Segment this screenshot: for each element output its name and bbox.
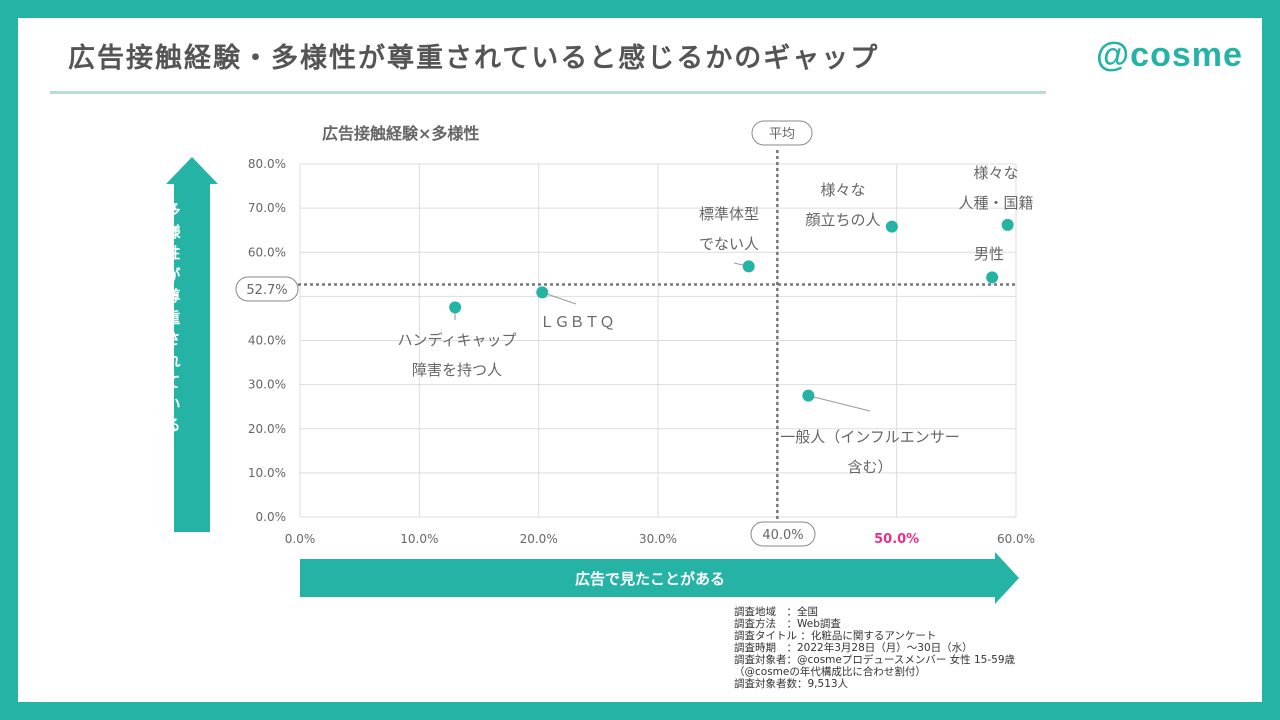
survey-note-line: 調査方法 ：Web調査 <box>734 618 841 630</box>
data-point <box>742 260 755 273</box>
survey-note-line: （@cosmeの年代構成比に合わせ割付） <box>734 666 926 678</box>
y-reference-label: 52.7% <box>246 283 287 298</box>
x-tick-label: 20.0% <box>520 532 558 546</box>
title-divider <box>50 91 1046 94</box>
data-point-label: 様々な <box>973 164 1018 182</box>
data-point-label: 標準体型 <box>699 205 759 223</box>
y-tick-label: 20.0% <box>248 422 286 436</box>
y-axis-arrow <box>166 157 218 532</box>
data-point-label: 様々な <box>820 181 865 199</box>
x-tick-label: 0.0% <box>285 532 316 546</box>
leader-line <box>808 395 871 412</box>
data-point-label: 一般人（インフルエンサー <box>780 428 960 446</box>
survey-note-line: 調査時期 ：2022年3月28日（月）～30日（水） <box>734 642 973 654</box>
survey-notes: 調査地域 ：全国 調査方法 ：Web調査 調査タイトル ：化粧品に関するアンケート調… <box>734 606 1254 690</box>
y-axis-label: 多様性が尊重されている <box>165 201 181 434</box>
data-point-label: でない人 <box>699 235 759 253</box>
x-reference-oval <box>750 521 816 547</box>
y-reference-oval <box>235 276 299 302</box>
data-point-label: 男性 <box>974 245 1004 263</box>
survey-note-line: 調査対象者数：9,513人 <box>734 678 849 690</box>
y-tick-label: 40.0% <box>248 334 286 348</box>
data-point-label: 含む） <box>847 458 892 476</box>
data-point <box>885 220 898 233</box>
y-tick-label: 60.0% <box>248 245 286 259</box>
brand-logo: @cosme <box>1096 36 1243 74</box>
data-point-label: ＬＧＢＴＱ <box>539 313 614 331</box>
data-point-label: ハンディキャップ <box>398 331 517 349</box>
x-tick-label: 50.0% <box>874 532 919 547</box>
x-axis-arrow <box>300 552 1019 604</box>
data-point-label: 人種・国籍 <box>958 194 1033 212</box>
y-tick-label: 10.0% <box>248 466 286 480</box>
data-point <box>986 271 999 284</box>
y-tick-label: 80.0% <box>248 157 286 171</box>
y-tick-label: 30.0% <box>248 378 286 392</box>
x-tick-label: 10.0% <box>400 532 438 546</box>
y-tick-label: 0.0% <box>256 510 287 524</box>
data-point-label: 障害を持つ人 <box>412 361 502 379</box>
average-label: 平均 <box>769 127 795 142</box>
survey-note-line: 調査地域 ：全国 <box>734 606 818 618</box>
data-point <box>536 286 549 299</box>
data-point-label: 顔立ちの人 <box>805 211 880 229</box>
x-tick-label: 30.0% <box>639 532 677 546</box>
x-axis-label: 広告で見たことがある <box>574 570 725 588</box>
data-point <box>449 301 462 314</box>
survey-note-line: 調査対象者：@cosmeプロデュースメンバー 女性 15-59歳 <box>734 654 1016 666</box>
x-reference-label: 40.0% <box>762 528 803 543</box>
x-tick-label: 60.0% <box>997 532 1035 546</box>
data-point <box>802 389 815 402</box>
data-point <box>1001 218 1014 231</box>
y-tick-label: 70.0% <box>248 201 286 215</box>
average-label-oval <box>751 120 813 146</box>
survey-note-line: 調査タイトル ：化粧品に関するアンケート <box>734 630 937 642</box>
chart-title: 広告接触経験×多様性 <box>322 124 479 143</box>
page-title: 広告接触経験・多様性が尊重されていると感じるかのギャップ <box>68 43 880 74</box>
